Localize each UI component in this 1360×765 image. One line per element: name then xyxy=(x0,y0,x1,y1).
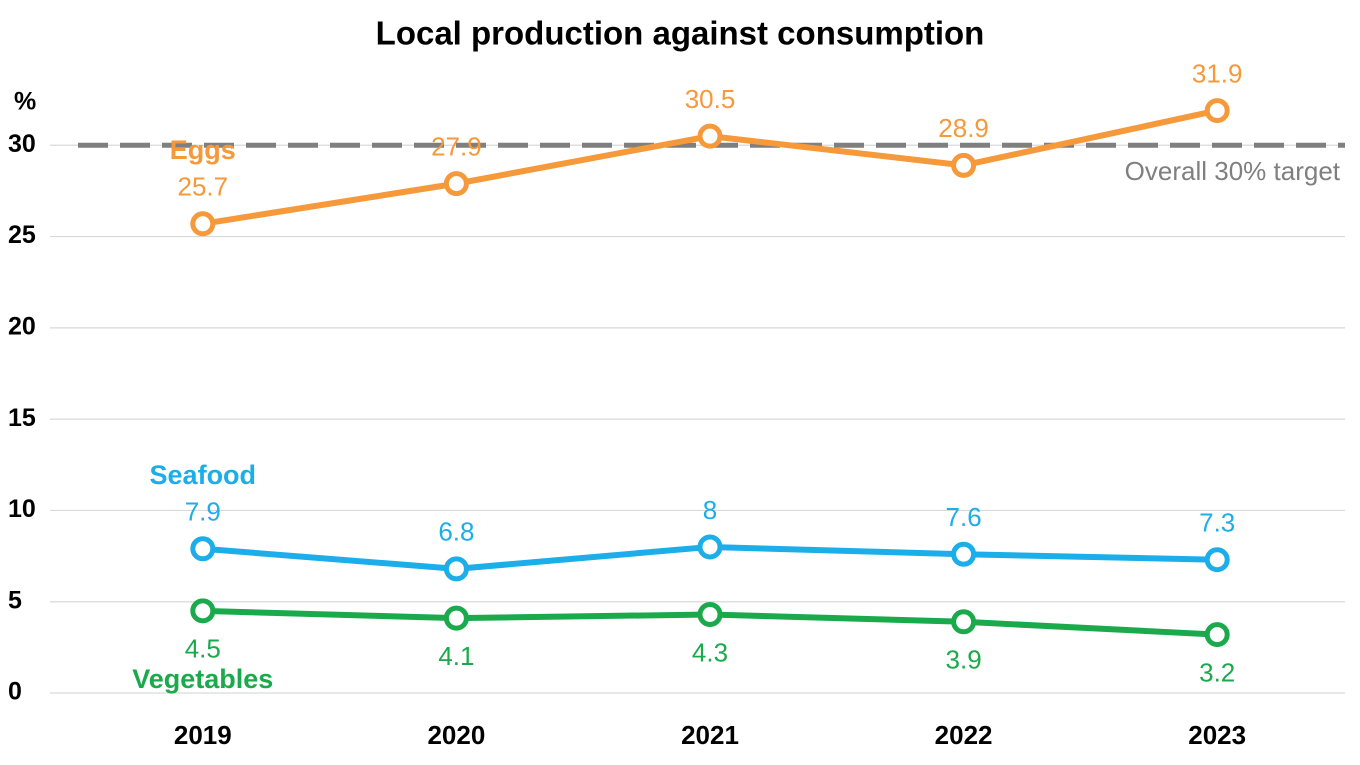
x-tick-label: 2023 xyxy=(1188,720,1246,750)
value-label: 6.8 xyxy=(438,517,474,547)
marker xyxy=(697,601,723,627)
marker xyxy=(190,598,216,624)
value-label: 8 xyxy=(703,495,717,525)
value-label: 7.3 xyxy=(1199,508,1235,538)
y-tick-label: 25 xyxy=(8,221,36,249)
value-label: 7.9 xyxy=(185,497,221,527)
y-tick-label: 15 xyxy=(8,404,36,432)
marker xyxy=(443,556,469,582)
value-label: 28.9 xyxy=(938,113,989,143)
value-label: 3.2 xyxy=(1199,657,1235,687)
value-label: 30.5 xyxy=(685,84,736,114)
y-tick-label: 30 xyxy=(8,130,36,158)
marker xyxy=(951,152,977,178)
series-name-label: Vegetables xyxy=(132,664,273,694)
marker xyxy=(190,211,216,237)
value-label: 4.5 xyxy=(185,634,221,664)
y-tick-label: 10 xyxy=(8,495,36,523)
value-label: 4.3 xyxy=(692,637,728,667)
value-label: 31.9 xyxy=(1192,58,1243,88)
marker xyxy=(1204,547,1230,573)
y-tick-label: 0 xyxy=(8,678,22,706)
x-tick-label: 2020 xyxy=(427,720,485,750)
marker xyxy=(190,536,216,562)
marker xyxy=(951,609,977,635)
marker xyxy=(1204,622,1230,648)
x-tick-label: 2021 xyxy=(681,720,739,750)
marker xyxy=(443,171,469,197)
y-tick-label: 5 xyxy=(8,586,22,614)
x-tick-label: 2022 xyxy=(935,720,993,750)
x-tick-label: 2019 xyxy=(174,720,232,750)
y-axis-label: % xyxy=(14,88,36,116)
value-label: 7.6 xyxy=(946,502,982,532)
marker xyxy=(1204,98,1230,124)
series-name-label: Eggs xyxy=(170,135,236,165)
marker xyxy=(697,123,723,149)
marker xyxy=(697,534,723,560)
reference-label: Overall 30% target xyxy=(1125,156,1341,186)
y-tick-label: 20 xyxy=(8,312,36,340)
value-label: 4.1 xyxy=(438,641,474,671)
marker xyxy=(951,541,977,567)
chart-title: Local production against consumption xyxy=(376,15,985,52)
value-label: 27.9 xyxy=(431,132,482,162)
marker xyxy=(443,605,469,631)
series-name-label: Seafood xyxy=(150,460,257,490)
value-label: 3.9 xyxy=(946,645,982,675)
value-label: 25.7 xyxy=(177,172,228,202)
